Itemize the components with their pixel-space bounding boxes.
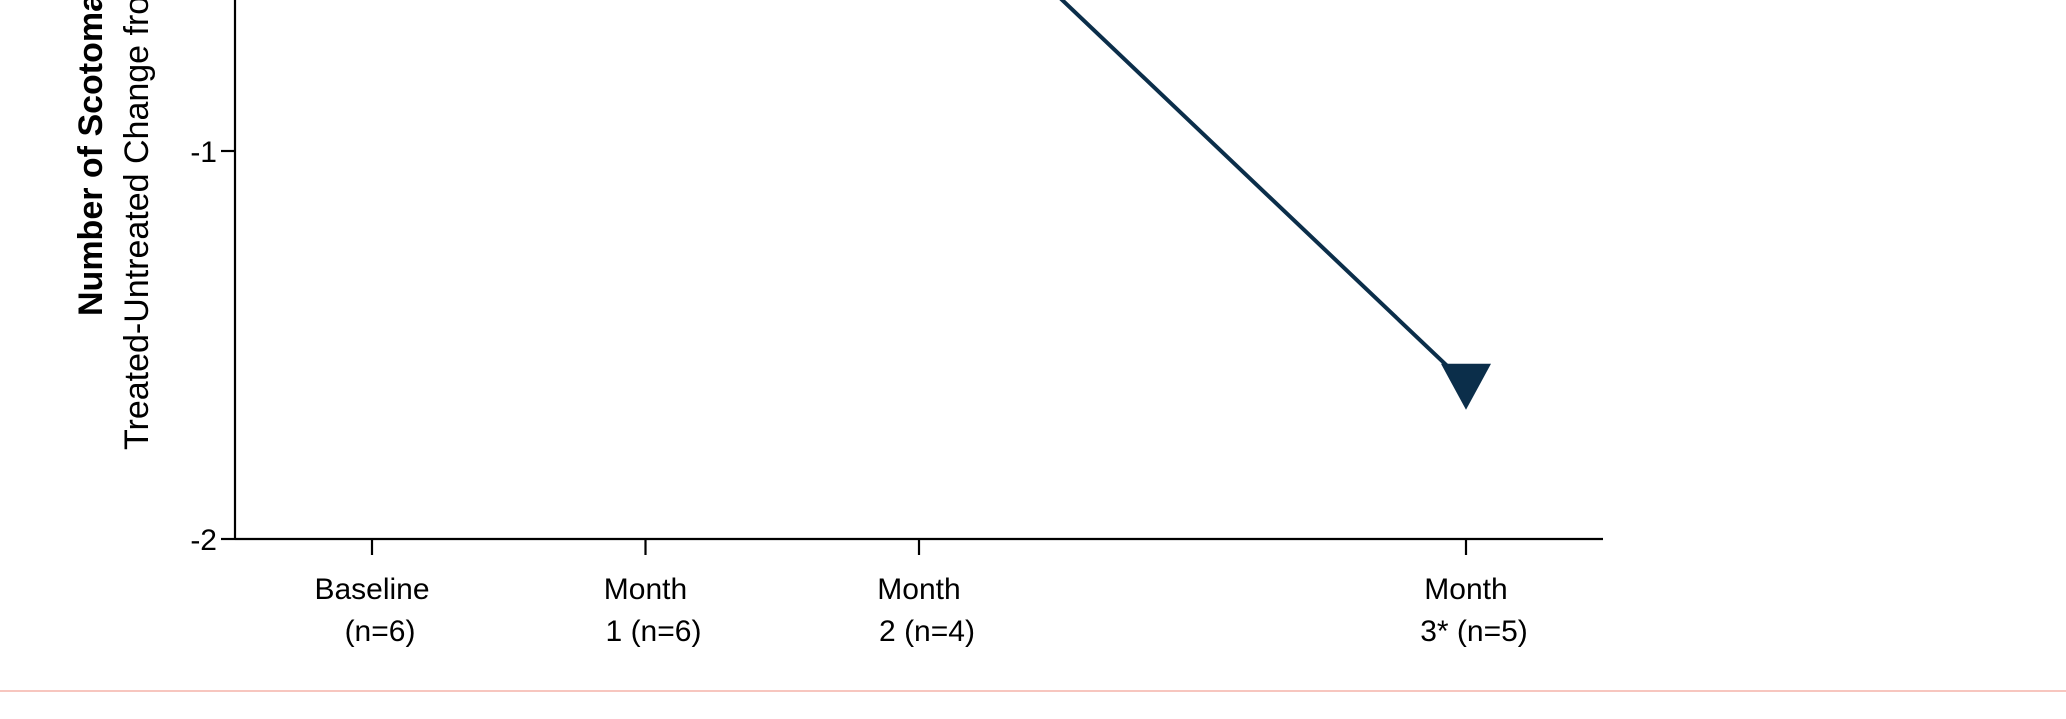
x-tick-label: Baseline (n=6) bbox=[314, 573, 429, 648]
axes bbox=[221, 0, 1603, 555]
series-layer bbox=[1059, 0, 1491, 410]
x-tick-label: Month 1 (n=6) bbox=[604, 573, 702, 648]
y-tick-label: -2 bbox=[190, 524, 217, 557]
x-tick-label: Month 3* (n=5) bbox=[1420, 573, 1528, 648]
x-tick-labels: Baseline (n=6) Month 1 (n=6) Month 2 (n=4) Mon… bbox=[314, 573, 1527, 648]
y-axis-label: Number of Scotomas Treated-Untreated Cha… bbox=[72, 0, 156, 450]
series-line bbox=[1059, 0, 1468, 386]
bottom-divider bbox=[0, 690, 2066, 692]
x-tick-label: Month 2 (n=4) bbox=[877, 573, 975, 648]
y-tick-label: -1 bbox=[190, 136, 217, 169]
y-tick-labels: -1 -2 bbox=[190, 136, 217, 557]
y-axis-subtitle: Treated-Untreated Change from bbox=[118, 0, 156, 450]
y-axis-title: Number of Scotomas bbox=[72, 0, 110, 316]
data-point-marker bbox=[1441, 363, 1491, 410]
